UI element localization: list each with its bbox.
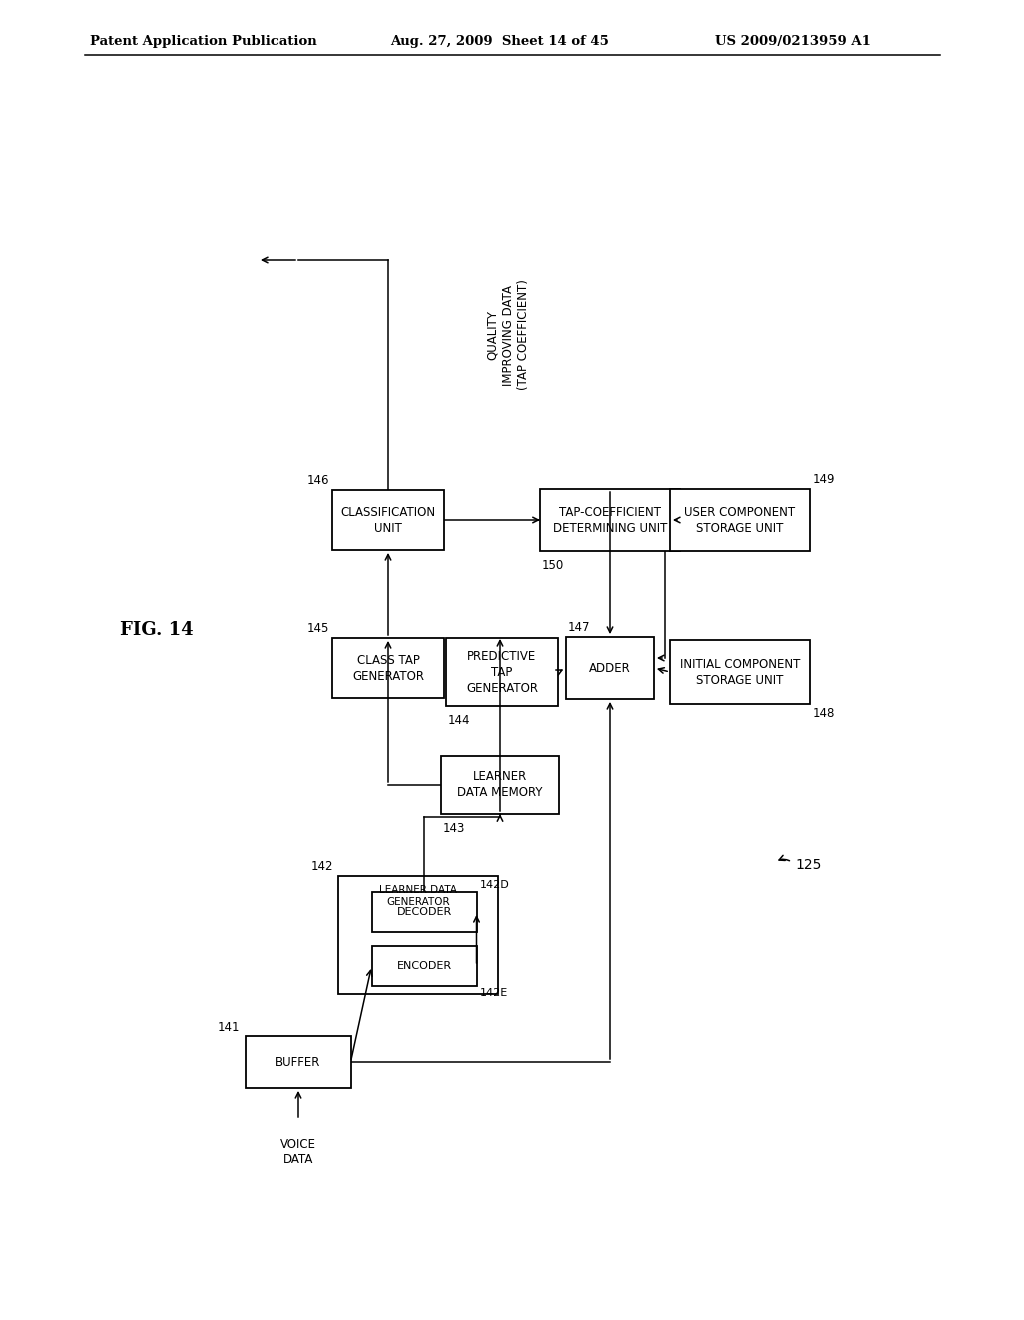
Text: USER COMPONENT
STORAGE UNIT: USER COMPONENT STORAGE UNIT — [684, 506, 796, 535]
Bar — [246, 1036, 350, 1088]
Text: 147: 147 — [568, 620, 591, 634]
Bar — [540, 488, 680, 550]
Text: 142E: 142E — [479, 987, 508, 998]
Text: VOICE
DATA: VOICE DATA — [280, 1138, 316, 1166]
Text: 148: 148 — [813, 708, 836, 719]
Bar — [670, 488, 810, 550]
Text: QUALITY
IMPROVING DATA
(TAP COEFFICIENT): QUALITY IMPROVING DATA (TAP COEFFICIENT) — [485, 280, 530, 391]
Bar — [372, 946, 476, 986]
Text: Patent Application Publication: Patent Application Publication — [90, 36, 316, 48]
Text: PREDICTIVE
TAP
GENERATOR: PREDICTIVE TAP GENERATOR — [466, 649, 538, 694]
Bar — [566, 638, 654, 700]
Text: 150: 150 — [542, 558, 564, 572]
Text: 149: 149 — [813, 473, 836, 486]
Text: ENCODER: ENCODER — [396, 961, 452, 972]
Text: 141: 141 — [218, 1020, 241, 1034]
Text: 143: 143 — [443, 822, 465, 836]
Text: US 2009/0213959 A1: US 2009/0213959 A1 — [715, 36, 870, 48]
Bar — [332, 490, 444, 550]
Text: DECODER: DECODER — [396, 907, 452, 917]
Text: FIG. 14: FIG. 14 — [120, 620, 194, 639]
Bar — [372, 892, 476, 932]
Bar — [446, 638, 558, 706]
Text: 142: 142 — [310, 861, 333, 873]
Bar — [670, 640, 810, 704]
Text: TAP-COEFFICIENT
DETERMINING UNIT: TAP-COEFFICIENT DETERMINING UNIT — [553, 506, 668, 535]
Bar — [332, 638, 444, 698]
Text: ADDER: ADDER — [589, 661, 631, 675]
Text: Aug. 27, 2009  Sheet 14 of 45: Aug. 27, 2009 Sheet 14 of 45 — [390, 36, 609, 48]
Text: 144: 144 — [449, 714, 470, 727]
Text: CLASS TAP
GENERATOR: CLASS TAP GENERATOR — [352, 653, 424, 682]
Text: INITIAL COMPONENT
STORAGE UNIT: INITIAL COMPONENT STORAGE UNIT — [680, 657, 800, 686]
Text: 142D: 142D — [479, 880, 509, 890]
Text: 125: 125 — [795, 858, 821, 873]
Bar — [338, 876, 498, 994]
Text: 145: 145 — [306, 622, 329, 635]
Text: LEARNER DATA
GENERATOR: LEARNER DATA GENERATOR — [379, 884, 457, 907]
Text: LEARNER
DATA MEMORY: LEARNER DATA MEMORY — [458, 771, 543, 800]
Bar — [441, 756, 559, 814]
Text: 146: 146 — [306, 474, 329, 487]
Text: BUFFER: BUFFER — [275, 1056, 321, 1068]
Text: CLASSIFICATION
UNIT: CLASSIFICATION UNIT — [340, 506, 435, 535]
